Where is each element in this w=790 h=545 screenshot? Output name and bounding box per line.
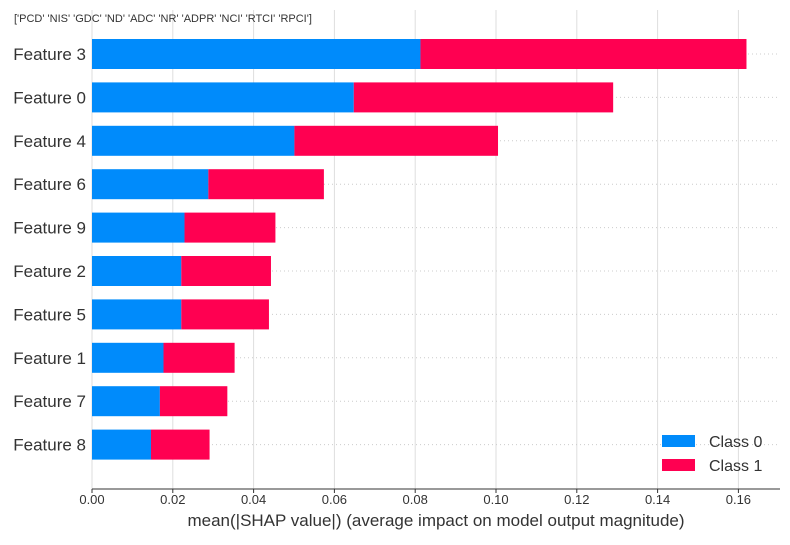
category-tick-label: Feature 6 [13,175,86,194]
legend-label: Class 0 [709,434,762,451]
bar-class-1 [150,429,210,460]
category-tick-label: Feature 1 [13,349,86,368]
bar-class-0 [92,125,295,156]
bar-class-0 [92,299,182,330]
x-tick-label: 0.08 [403,492,428,507]
grid-layer [91,10,780,489]
category-tick-label: Feature 7 [13,392,86,411]
x-tick-label: 0.04 [241,492,266,507]
bar-class-0 [92,39,421,69]
legend: Class 0 Class 1 [662,434,762,475]
bar-class-1 [181,299,269,330]
bar-class-1 [159,386,228,417]
category-tick-label: Feature 3 [13,45,86,64]
bar-class-0 [92,386,160,417]
bar-class-0 [92,342,164,373]
bar-class-1 [163,342,235,373]
bar-class-0 [92,212,185,243]
x-tick-label: 0.12 [564,492,589,507]
bar-class-1 [184,212,276,243]
x-tick-label: 0.06 [322,492,347,507]
bar-class-0 [92,256,182,286]
chart-title: ['PCD' 'NIS' 'GDC' 'ND' 'ADC' 'NR' 'ADPR… [14,13,312,25]
bar-layer [92,39,747,460]
category-tick-label: Feature 0 [13,88,86,107]
bar-class-1 [420,39,747,69]
bar-class-1 [294,125,499,156]
x-tick-label: 0.00 [79,492,104,507]
bar-class-0 [92,82,354,113]
bar-class-1 [181,256,271,286]
category-tick-label: Feature 2 [13,262,86,281]
x-tick-label: 0.14 [645,492,670,507]
x-tick-label: 0.10 [483,492,508,507]
legend-swatch [662,459,695,471]
axis-layer: Feature 3 Feature 0 Feature 4 Feature 6 Feat… [13,45,780,507]
category-tick-label: Feature 4 [13,132,86,151]
legend-swatch [662,435,695,447]
category-tick-label: Feature 5 [13,305,86,324]
bar-class-1 [208,169,324,200]
bar-class-1 [353,82,614,113]
category-tick-label: Feature 9 [13,219,86,238]
legend-label: Class 1 [709,458,762,475]
bar-class-0 [92,169,209,200]
x-tick-label: 0.02 [160,492,185,507]
bar-class-0 [92,429,151,460]
x-axis-label: mean(|SHAP value|) (average impact on mo… [187,511,684,530]
category-tick-label: Feature 8 [13,436,86,455]
x-tick-label: 0.16 [726,492,751,507]
